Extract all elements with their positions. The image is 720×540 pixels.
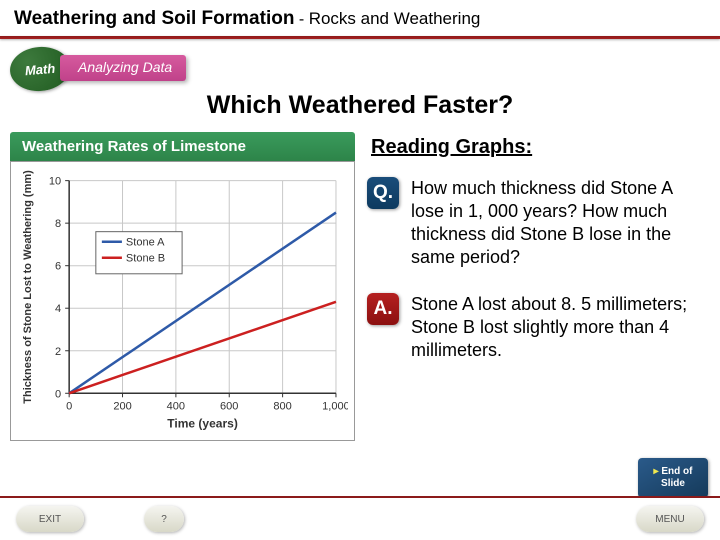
exit-button[interactable]: EXIT <box>16 506 84 532</box>
menu-button[interactable]: MENU <box>636 506 704 532</box>
svg-text:Stone B: Stone B <box>126 253 165 265</box>
main-title: Which Weathered Faster? <box>0 91 720 120</box>
svg-text:6: 6 <box>55 261 61 273</box>
chart-title-bar: Weathering Rates of Limestone <box>10 132 355 161</box>
svg-text:400: 400 <box>167 400 185 412</box>
svg-text:600: 600 <box>220 400 238 412</box>
badges-row: Math Analyzing Data <box>0 47 720 85</box>
end-of-slide-badge: End of Slide <box>638 458 708 498</box>
header-dash: - <box>299 11 309 28</box>
text-area: Reading Graphs: Q. How much thickness di… <box>367 132 710 441</box>
svg-text:Time (years): Time (years) <box>167 416 238 430</box>
question-icon: Q. <box>367 177 399 209</box>
header: Weathering and Soil Formation - Rocks an… <box>0 0 720 36</box>
answer-icon: A. <box>367 293 399 325</box>
header-title-main: Weathering and Soil Formation <box>14 8 294 29</box>
svg-text:Stone A: Stone A <box>126 237 165 249</box>
section-heading: Reading Graphs: <box>371 136 710 159</box>
answer-text: Stone A lost about 8. 5 millimeters; Sto… <box>411 293 710 362</box>
svg-text:0: 0 <box>55 388 61 400</box>
divider-red <box>0 36 720 39</box>
svg-text:0: 0 <box>66 400 72 412</box>
chart-area: Weathering Rates of Limestone 0200400600… <box>10 132 355 441</box>
chart-svg: 0 200 400 600 800 1,000 0 2 4 6 8 10 Time (years) Thi… <box>17 170 348 434</box>
svg-text:200: 200 <box>113 400 131 412</box>
end-line2: Slide <box>661 478 685 490</box>
analyzing-badge: Analyzing Data <box>60 55 186 81</box>
help-button[interactable]: ? <box>144 506 184 532</box>
question-block: Q. How much thickness did Stone A lose i… <box>367 177 710 269</box>
svg-text:800: 800 <box>273 400 291 412</box>
answer-block: A. Stone A lost about 8. 5 millimeters; … <box>367 293 710 362</box>
svg-text:10: 10 <box>49 176 61 188</box>
question-text: How much thickness did Stone A lose in 1… <box>411 177 710 269</box>
svg-text:Thickness of Stone Lost to Wea: Thickness of Stone Lost to Weathering (m… <box>22 170 34 404</box>
chart-box: 0 200 400 600 800 1,000 0 2 4 6 8 10 Time (years) Thi… <box>10 161 355 441</box>
header-title-sub: Rocks and Weathering <box>309 9 481 28</box>
svg-text:1,000: 1,000 <box>322 400 348 412</box>
content-row: Weathering Rates of Limestone 0200400600… <box>0 132 720 441</box>
svg-text:8: 8 <box>55 218 61 230</box>
svg-text:4: 4 <box>55 303 61 315</box>
svg-text:2: 2 <box>55 346 61 358</box>
footer: EXIT ? MENU <box>0 496 720 540</box>
footer-buttons: EXIT ? MENU <box>0 498 720 540</box>
end-line1: End of <box>654 466 693 478</box>
